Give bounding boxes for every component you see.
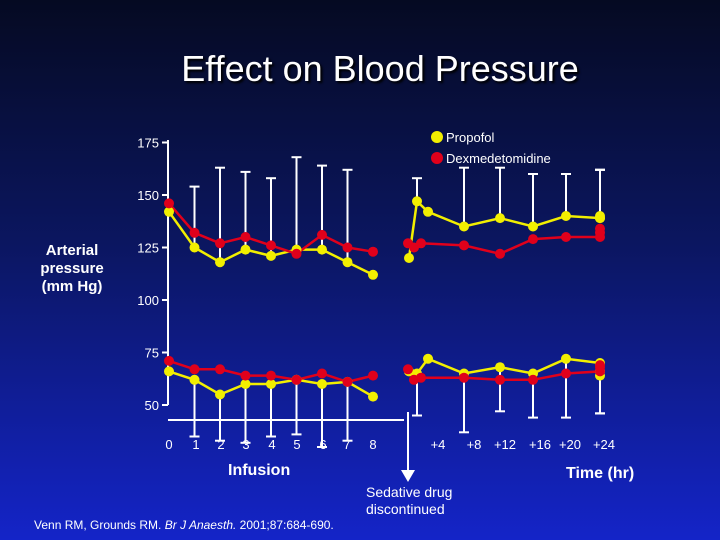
- propofol-point: [342, 257, 353, 268]
- propofol-point: [164, 366, 174, 377]
- x-tick-label: 2: [217, 437, 224, 452]
- sedative-arrow-head: [401, 470, 415, 482]
- x-tick-label: 0: [165, 437, 172, 452]
- x-tick-label: 5: [293, 437, 300, 452]
- dexmedetomidine-point: [459, 372, 469, 383]
- dexmedetomidine-point: [189, 364, 200, 375]
- dexmedetomidine-point: [528, 374, 538, 385]
- legend-marker: [431, 131, 443, 143]
- propofol-point: [240, 244, 251, 255]
- propofol-point: [423, 353, 433, 364]
- citation-details: 2001;87:684-690.: [239, 518, 334, 532]
- propofol-point: [495, 213, 505, 224]
- dexmedetomidine-point: [495, 374, 505, 385]
- x-tick-label: 8: [369, 437, 376, 452]
- infusion-label: Infusion: [228, 462, 291, 479]
- x-axis-label: Time (hr): [566, 465, 635, 482]
- dexmedetomidine-point: [416, 372, 426, 383]
- propofol-point: [595, 211, 605, 221]
- propofol-point: [189, 242, 200, 253]
- x-tick-label: +16: [529, 437, 551, 452]
- dexmedetomidine-point: [342, 376, 353, 387]
- propofol-point: [317, 379, 327, 389]
- x-tick-label: +4: [431, 437, 446, 452]
- legend-label: Dexmedetomidine: [446, 151, 551, 166]
- citation-authors: Venn RM, Grounds RM.: [34, 518, 162, 532]
- dexmedetomidine-point: [240, 232, 251, 242]
- legend-marker: [431, 152, 443, 164]
- dexmedetomidine-point: [291, 248, 302, 259]
- y-axis-label-line: (mm Hg): [41, 278, 103, 295]
- dexmedetomidine-point: [164, 355, 174, 366]
- dexmedetomidine-point: [266, 240, 276, 251]
- legend-label: Propofol: [446, 130, 495, 145]
- propofol-point: [368, 391, 378, 402]
- citation: Venn RM, Grounds RM. Br J Anaesth. 2001;…: [34, 518, 334, 532]
- y-axis-label-line: pressure: [40, 260, 104, 277]
- sedative-annotation: Sedative drug discontinued: [366, 484, 452, 518]
- y-tick-label: 100: [137, 293, 159, 308]
- propofol-point: [317, 244, 327, 255]
- sedative-annotation-line: Sedative drug: [366, 484, 453, 500]
- dexmedetomidine-point: [215, 238, 225, 249]
- propofol-point: [266, 250, 276, 261]
- propofol-point: [215, 389, 225, 400]
- x-tick-label: +8: [467, 437, 482, 452]
- dexmedetomidine-point: [459, 240, 469, 251]
- citation-journal: Br J Anaesth.: [164, 518, 237, 532]
- propofol-point: [368, 269, 378, 280]
- propofol-point: [164, 206, 174, 217]
- propofol-point: [266, 379, 276, 389]
- y-tick-label: 125: [137, 241, 159, 256]
- dexmedetomidine-point: [189, 227, 200, 238]
- dexmedetomidine-point: [528, 234, 538, 245]
- propofol-point: [561, 211, 571, 221]
- dexmedetomidine-point: [495, 248, 505, 259]
- propofol-point: [495, 362, 505, 373]
- dexmedetomidine-point: [403, 364, 413, 375]
- dexmedetomidine-point: [561, 368, 571, 379]
- propofol-point: [459, 221, 469, 232]
- x-tick-label: 3: [242, 437, 249, 452]
- propofol-point: [423, 206, 433, 217]
- propofol-point: [189, 374, 200, 385]
- dexmedetomidine-point: [215, 364, 225, 375]
- propofol-point: [240, 379, 251, 389]
- dexmedetomidine-point: [595, 223, 605, 234]
- x-tick-label: 1: [192, 437, 199, 452]
- dexmedetomidine-point: [266, 370, 276, 381]
- dexmedetomidine-point: [291, 374, 302, 385]
- y-tick-label: 75: [145, 346, 159, 361]
- y-tick-label: 175: [137, 136, 159, 151]
- propofol-point: [412, 196, 422, 207]
- propofol-point: [528, 221, 538, 232]
- dexmedetomidine-point: [240, 370, 251, 381]
- propofol-systolic-post-line: [407, 198, 602, 259]
- y-tick-label: 50: [145, 398, 159, 413]
- y-tick-label: 150: [137, 188, 159, 203]
- x-tick-label: +12: [494, 437, 516, 452]
- dexmedetomidine-point: [164, 198, 174, 209]
- dexmedetomidine-point: [561, 232, 571, 242]
- dexmedetomidine-point: [317, 229, 327, 240]
- propofol-point: [215, 257, 225, 268]
- dexmedetomidine-point: [342, 242, 353, 253]
- dexmedetomidine-point: [416, 238, 426, 249]
- propofol-point: [561, 353, 571, 364]
- x-tick-label: +20: [559, 437, 581, 452]
- y-axis-label: Arterial pressure (mm Hg): [18, 242, 126, 296]
- sedative-annotation-line: discontinued: [366, 501, 445, 517]
- dexmedetomidine-point: [317, 368, 327, 379]
- dexmedetomidine-point: [368, 370, 378, 381]
- dexmedetomidine-systolic-post-line: [407, 228, 602, 256]
- propofol-point: [404, 253, 414, 263]
- x-tick-label: 4: [268, 437, 275, 452]
- x-tick-label: +24: [593, 437, 615, 452]
- y-axis-label-line: Arterial: [45, 242, 99, 259]
- dexmedetomidine-point: [368, 246, 378, 257]
- dexmedetomidine-point: [595, 360, 605, 371]
- chart-title: Effect on Blood Pressure: [181, 48, 579, 89]
- x-tick-label: 7: [343, 437, 350, 452]
